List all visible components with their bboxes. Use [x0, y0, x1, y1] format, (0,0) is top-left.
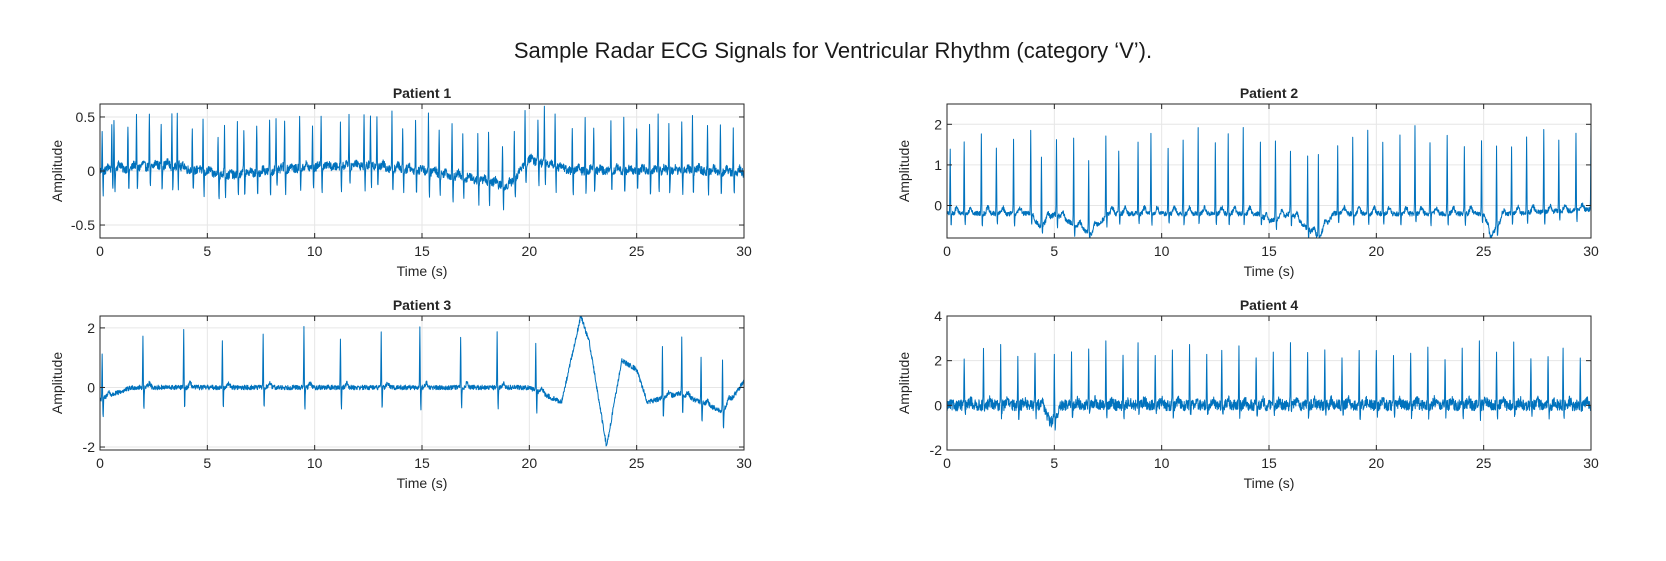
x-tick-label: 30: [736, 455, 752, 471]
x-tick-label: 30: [736, 243, 752, 259]
x-tick-label: 0: [96, 243, 104, 259]
y-tick-label: 2: [934, 353, 942, 369]
x-tick-label: 15: [1261, 455, 1277, 471]
y-axis-label: Amplitude: [896, 352, 912, 414]
x-tick-label: 25: [629, 243, 645, 259]
x-tick-label: 5: [1050, 243, 1058, 259]
x-tick-label: 30: [1583, 243, 1599, 259]
x-tick-label: 20: [1369, 243, 1385, 259]
x-tick-label: 5: [203, 243, 211, 259]
y-tick-label: -0.5: [71, 217, 95, 233]
y-tick-label: 4: [934, 308, 942, 324]
y-tick-label: 0: [87, 163, 95, 179]
x-tick-label: 5: [1050, 455, 1058, 471]
x-tick-label: 30: [1583, 455, 1599, 471]
x-tick-label: 25: [629, 455, 645, 471]
panel-title: Patient 1: [393, 85, 452, 101]
x-tick-label: 0: [96, 455, 104, 471]
y-tick-label: -2: [83, 439, 96, 455]
x-tick-label: 15: [414, 455, 430, 471]
signal-line: [946, 340, 1592, 431]
x-axis-label: Time (s): [1244, 475, 1295, 491]
x-tick-label: 20: [522, 455, 538, 471]
x-tick-label: 20: [522, 243, 538, 259]
x-tick-label: 25: [1476, 455, 1492, 471]
y-tick-label: 0: [934, 397, 942, 413]
panel-title: Patient 3: [393, 297, 452, 313]
y-tick-label: 0: [87, 379, 95, 395]
x-axis-label: Time (s): [397, 475, 448, 491]
y-tick-label: 0: [934, 198, 942, 214]
x-tick-label: 15: [414, 243, 430, 259]
x-axis-label: Time (s): [397, 263, 448, 279]
panel-2: 0 5 10 15 20 25 30 0 1 2 Patient 2 Time (s) Amplitud…: [896, 85, 1599, 279]
signal-line: [99, 315, 745, 447]
x-axis-label: Time (s): [1244, 263, 1295, 279]
y-axis-label: Amplitude: [49, 352, 65, 414]
signal-line: [99, 105, 745, 211]
x-tick-label: 10: [307, 455, 323, 471]
y-tick-label: 2: [87, 320, 95, 336]
y-tick-label: -2: [930, 442, 943, 458]
x-tick-label: 5: [203, 455, 211, 471]
figure-title: Sample Radar ECG Signals for Ventricular…: [513, 38, 1153, 63]
x-tick-label: 25: [1476, 243, 1492, 259]
x-tick-label: 10: [1154, 455, 1170, 471]
y-tick-label: 0.5: [76, 109, 96, 125]
signal-line: [946, 121, 1592, 239]
x-tick-label: 10: [1154, 243, 1170, 259]
x-tick-label: 15: [1261, 243, 1277, 259]
y-tick-label: 2: [934, 116, 942, 132]
x-tick-label: 20: [1369, 455, 1385, 471]
y-axis-label: Amplitude: [49, 140, 65, 202]
y-axis-label: Amplitude: [896, 140, 912, 202]
x-tick-label: 0: [943, 243, 951, 259]
x-tick-label: 0: [943, 455, 951, 471]
y-tick-label: 1: [934, 157, 942, 173]
panel-title: Patient 2: [1240, 85, 1299, 101]
x-tick-label: 10: [307, 243, 323, 259]
panel-title: Patient 4: [1240, 297, 1299, 313]
